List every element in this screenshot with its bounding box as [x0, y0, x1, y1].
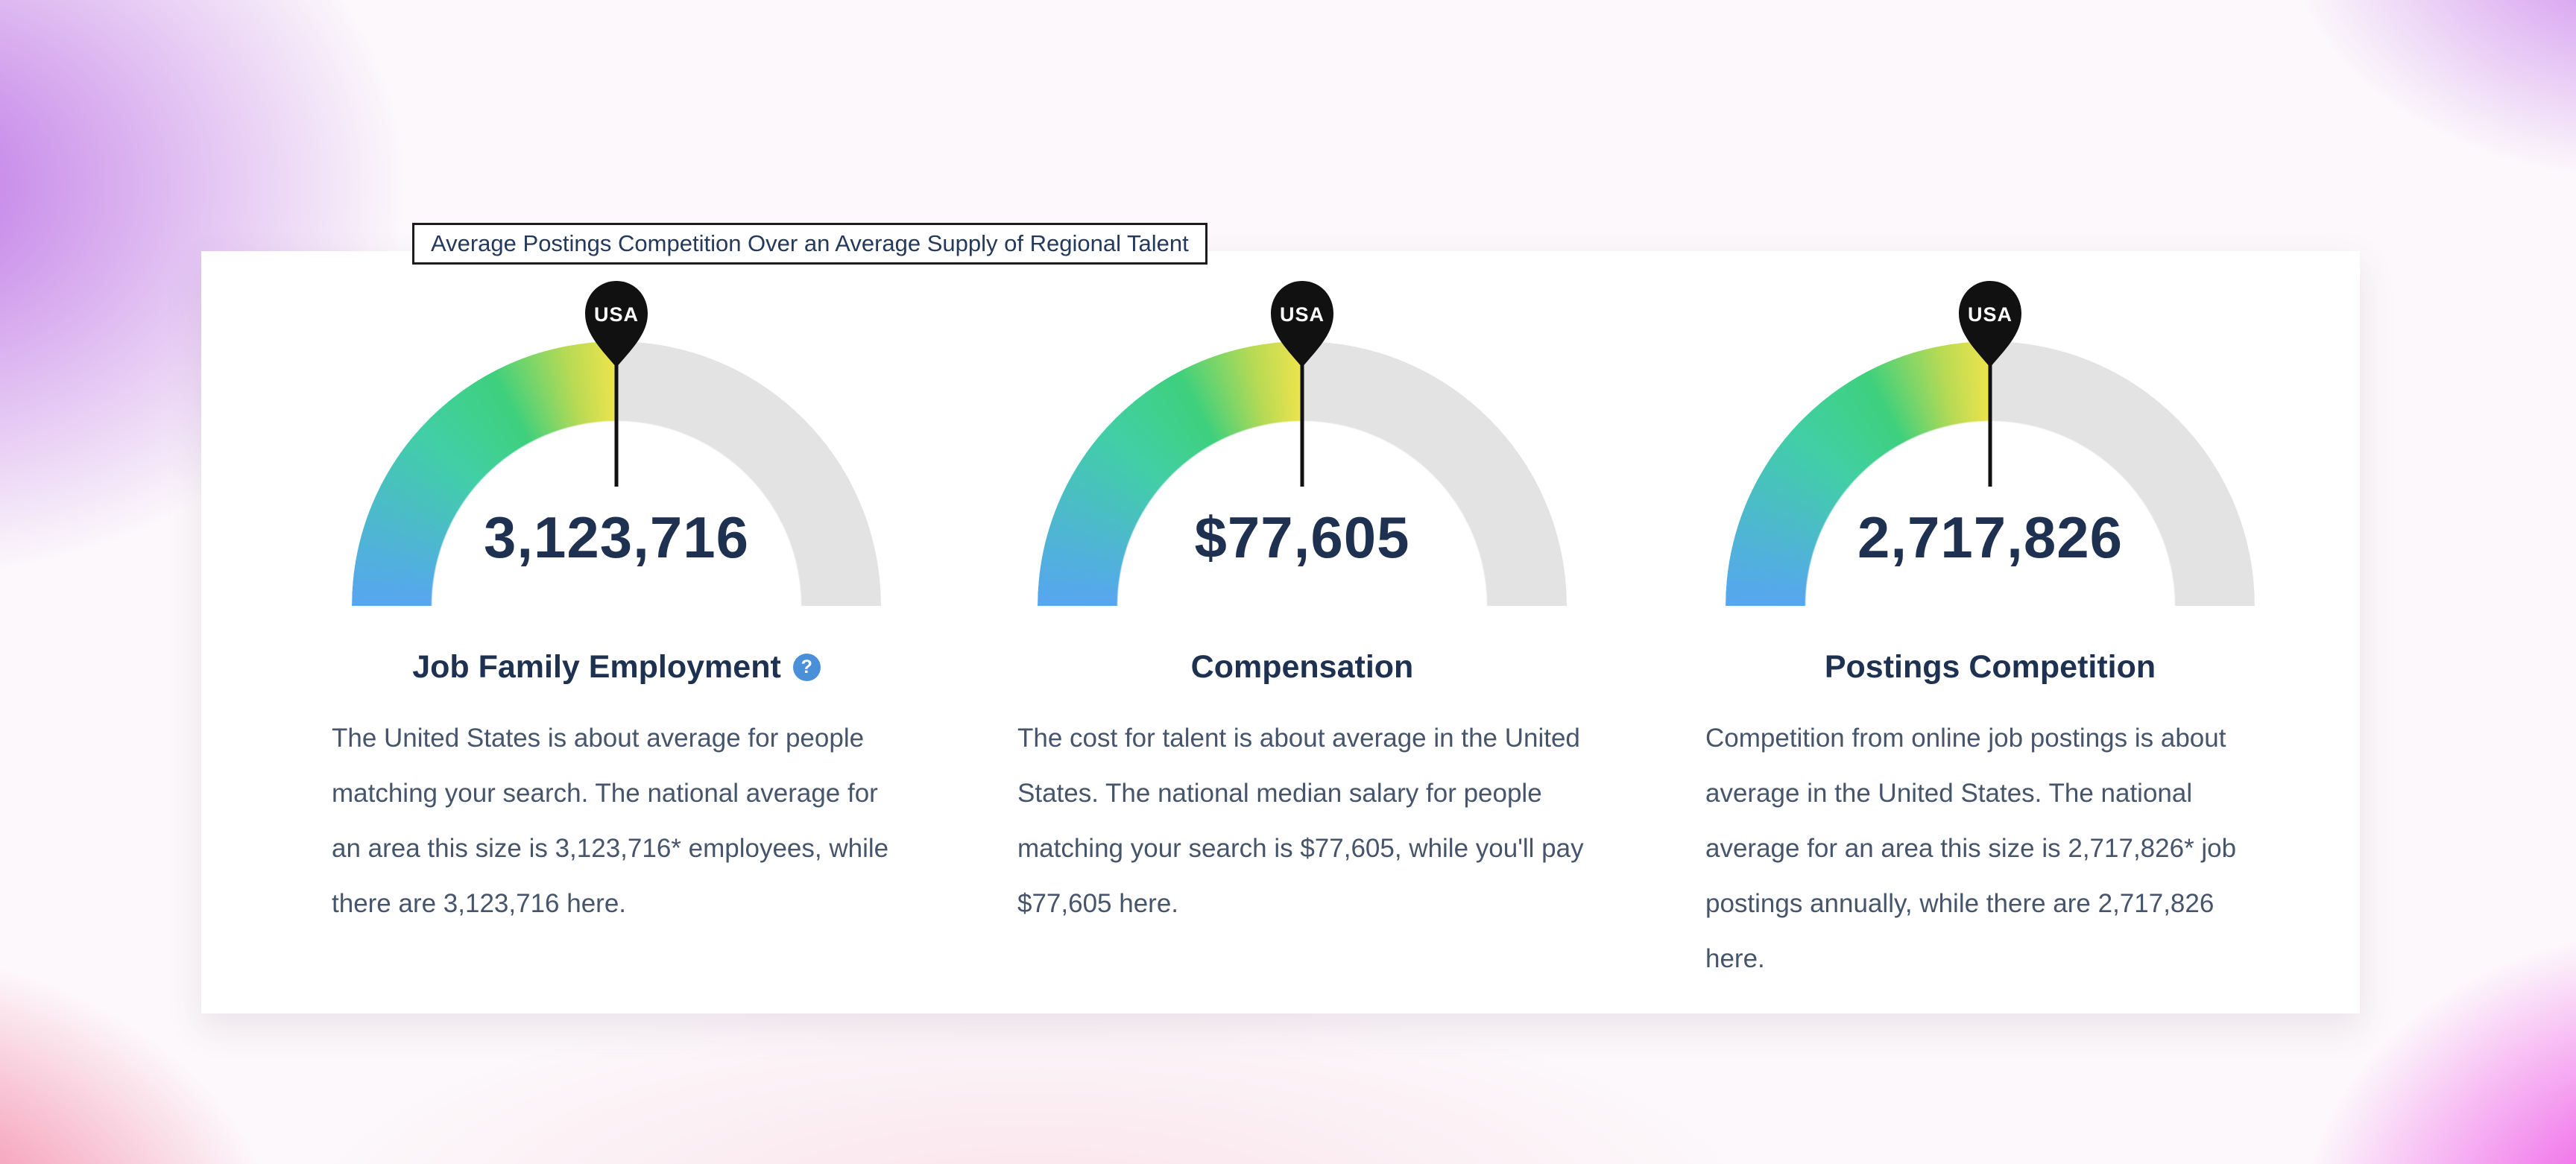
gauge-value: $77,605: [1194, 504, 1410, 570]
gauge-description: Competition from online job postings is …: [1705, 724, 2237, 973]
gauge-title-row: Postings Competition: [1692, 649, 2288, 686]
pin-balloon: [1959, 281, 2021, 367]
gauge-needle: [1300, 360, 1304, 487]
gauge-section-job-family-employment: USA 3,123,716 Job Family Employment ? Th…: [318, 251, 915, 931]
gauge-title-row: Compensation: [1004, 649, 1600, 686]
pin-balloon: [1271, 281, 1333, 367]
gauge-hover-tooltip: Average Postings Competition Over an Ave…: [412, 223, 1208, 265]
gauge-title-row: Job Family Employment ?: [318, 649, 915, 686]
pin-balloon: [585, 281, 648, 367]
gauge-needle: [1988, 360, 1992, 487]
gauge-chart: USA $77,605: [1038, 281, 1567, 606]
gauge-needle: [614, 360, 619, 487]
pin-label: USA: [594, 303, 639, 326]
usa-pin-marker-icon[interactable]: USA: [1954, 278, 2026, 494]
gauge-value: 2,717,826: [1857, 504, 2123, 570]
gauge-section-postings-competition: USA 2,717,826 Postings Competition Compe…: [1692, 251, 2288, 987]
help-icon[interactable]: ?: [792, 654, 821, 681]
gauge-chart: USA 2,717,826: [1726, 281, 2255, 606]
gauge-chart: USA 3,123,716: [352, 281, 881, 606]
pin-label: USA: [1280, 303, 1325, 326]
gauge-title: Job Family Employment: [412, 649, 781, 685]
tooltip-text: Average Postings Competition Over an Ave…: [431, 230, 1189, 256]
metrics-card: USA 3,123,716 Job Family Employment ? Th…: [201, 251, 2360, 1013]
gauge-title: Compensation: [1190, 649, 1414, 685]
usa-pin-marker-icon[interactable]: USA: [1266, 278, 1338, 494]
pin-label: USA: [1968, 303, 2012, 326]
gauge-section-compensation: USA $77,605 Compensation The cost for ta…: [1004, 251, 1600, 931]
gauge-description: The cost for talent is about average in …: [1017, 724, 1584, 918]
gauge-description: The United States is about average for p…: [332, 724, 889, 918]
usa-pin-marker-icon[interactable]: USA: [581, 278, 652, 494]
gauge-title: Postings Competition: [1824, 649, 2156, 685]
gauge-value: 3,123,716: [483, 504, 749, 570]
